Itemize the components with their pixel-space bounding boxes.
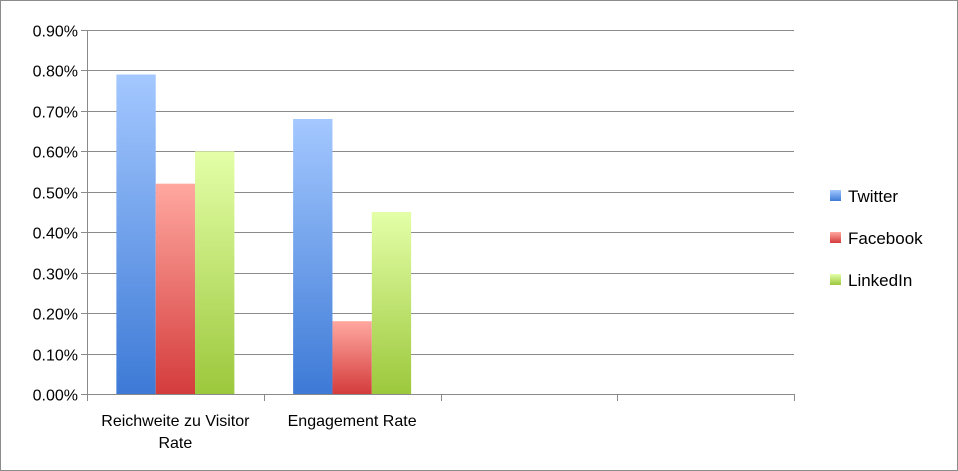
y-tick-label: 0.30% [33,267,78,284]
y-tick-labels: 0.00% 0.10% 0.20% 0.30% 0.40% 0.50% 0.60% 0.70%… [33,24,78,405]
y-tick-label: 0.80% [33,64,78,81]
y-tick-label: 0.40% [33,226,78,243]
legend-swatch-twitter [830,190,841,201]
axes [81,30,795,401]
bars [116,74,412,394]
y-tick-label: 0.00% [33,388,78,405]
y-tick-label: 0.20% [33,307,78,324]
x-tick-label: Reichweite zu Visitor Rate [101,413,250,452]
y-tick-label: 0.70% [33,105,78,122]
legend: Twitter Facebook LinkedIn [830,187,923,290]
legend-label-linkedin: LinkedIn [848,271,912,290]
bar-linkedin-0 [195,151,235,394]
bar-linkedin-1 [371,212,412,394]
x-tick-labels: Reichweite zu Visitor Rate Engagement Rate [101,413,416,452]
bar-twitter-1 [293,118,333,394]
legend-swatch-facebook [830,232,841,243]
bar-twitter-0 [116,74,156,394]
legend-label-twitter: Twitter [848,187,898,206]
y-tick-label: 0.10% [33,348,78,365]
legend-swatch-linkedin [830,274,841,285]
y-tick-label: 0.50% [33,186,78,203]
bar-facebook-0 [155,183,196,394]
legend-label-facebook: Facebook [848,229,923,248]
bar-facebook-1 [332,321,372,394]
y-tick-label: 0.60% [33,145,78,162]
y-tick-label: 0.90% [33,24,78,41]
x-tick-label: Engagement Rate [288,413,417,430]
